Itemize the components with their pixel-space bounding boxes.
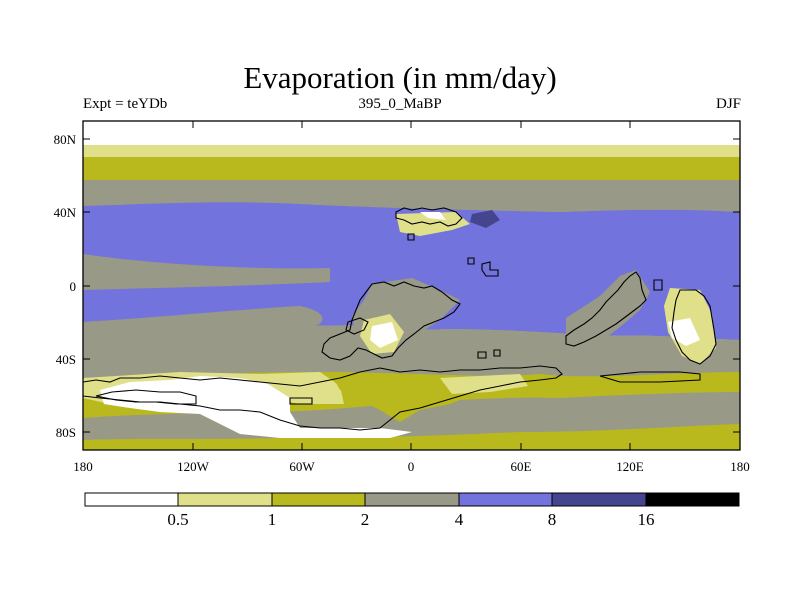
colorbar-label: 8 [548, 510, 557, 529]
coastline-small-island-2 [467, 257, 475, 265]
lat-label: 0 [70, 279, 77, 294]
coastline-far-east-landmass [671, 289, 717, 365]
north-midlat-grey-band [83, 180, 740, 212]
coastline-eastern-landmass [565, 271, 647, 347]
lat-label: 80N [54, 132, 77, 147]
colorbar-box [552, 493, 646, 506]
lon-labels: 180 120W 60W 0 60E 120E 180 [73, 459, 750, 474]
period-label: 395_0_MaBP [358, 96, 442, 112]
colorbar-box [85, 493, 178, 506]
colorbar-label: 16 [638, 510, 655, 529]
north-high-patch [470, 210, 500, 228]
colorbar-box [365, 493, 459, 506]
north-landmass-white [420, 212, 446, 220]
coastline-small-island-7 [289, 397, 313, 405]
lon-label: 180 [730, 459, 750, 474]
colorbar-box [178, 493, 272, 506]
colorbar-box [272, 493, 365, 506]
colorbar-label: 4 [455, 510, 464, 529]
season-label: DJF [715, 96, 741, 112]
colorbar: 0.5 1 2 4 8 16 [84, 492, 740, 529]
coastline-central-bay [345, 317, 369, 335]
lon-label: 180 [73, 459, 93, 474]
lon-label: 60E [511, 459, 532, 474]
lat-label: 80S [56, 425, 76, 440]
coastline-southern-continent [83, 365, 563, 431]
colorbar-box [646, 493, 739, 506]
central-continent-white [370, 322, 398, 348]
lon-label: 120E [616, 459, 644, 474]
arctic-light-band [83, 145, 740, 157]
colorbar-label: 0.5 [167, 510, 188, 529]
coastline-south-east-shelf [599, 371, 701, 383]
lon-label: 60W [289, 459, 315, 474]
experiment-label: Expt = teYDb [83, 96, 168, 112]
south-central-light [440, 374, 528, 394]
lat-label: 40N [54, 205, 77, 220]
coastline-small-island-4 [477, 351, 487, 359]
coastline-small-island-6 [653, 279, 663, 291]
lon-label: 120W [177, 459, 210, 474]
tropical-high-band [83, 202, 740, 340]
plot-title: Evaporation (in mm/day) [243, 60, 557, 95]
lat-label: 40S [56, 352, 76, 367]
axis-ticks [83, 121, 740, 450]
colorbar-box [459, 493, 552, 506]
coastlines [83, 207, 717, 431]
north-landmass-light [396, 212, 470, 236]
lon-label: 0 [408, 459, 415, 474]
equatorial-grey-streak [83, 254, 330, 290]
coastline-small-island [407, 233, 415, 241]
colorbar-label: 1 [268, 510, 277, 529]
colorbar-label: 2 [361, 510, 370, 529]
coastline-antarctic-inner [95, 389, 197, 405]
coastline-small-island-3 [481, 261, 499, 277]
coastline-small-island-5 [493, 349, 501, 357]
coastline-north-landmass [395, 207, 463, 227]
coastline-central-continent [321, 281, 461, 361]
colorbar-frame [84, 492, 740, 507]
eastern-landmass-grey [566, 270, 650, 344]
lat-labels: 80N 40N 0 40S 80S [54, 132, 77, 440]
